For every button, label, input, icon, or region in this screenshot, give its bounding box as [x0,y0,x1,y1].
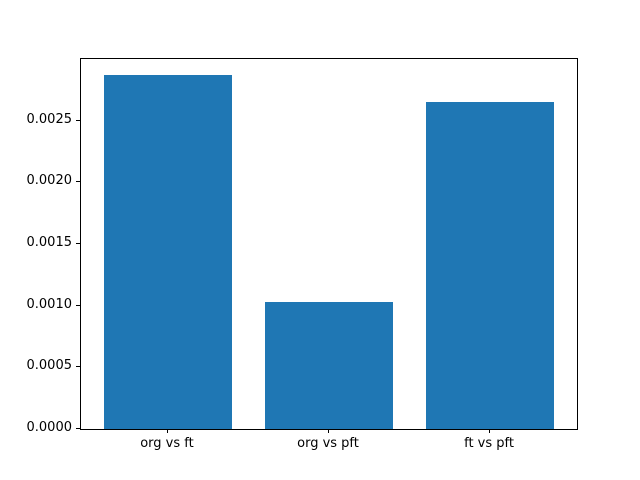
y-axis-tick [76,304,80,306]
x-axis-tick [166,429,168,433]
y-axis-tick [76,428,80,429]
y-axis-tick [76,119,80,121]
bar-org-vs-pft [264,301,394,429]
x-tick-label-org-vs-ft: org vs ft [140,436,194,451]
y-axis-tick [76,366,80,368]
y-tick-label: 0.0025 [26,111,73,127]
bar-ft-vs-pft [425,102,555,429]
x-axis-tick [328,429,329,433]
axes-plot-area [80,58,578,430]
y-tick-label: 0.0010 [26,296,73,312]
y-axis-tick [76,181,80,183]
y-tick-label: 0.0015 [26,235,73,250]
x-axis-tick [489,429,491,433]
y-tick-label: 0.0005 [26,358,73,374]
y-tick-label: 0.0000 [26,420,73,435]
bar-org-vs-ft [103,75,233,429]
x-tick-label-org-vs-pft: org vs pft [297,436,359,451]
y-axis-tick [76,243,80,244]
y-tick-label: 0.0020 [26,173,73,189]
x-tick-label-ft-vs-pft: ft vs pft [464,436,514,451]
